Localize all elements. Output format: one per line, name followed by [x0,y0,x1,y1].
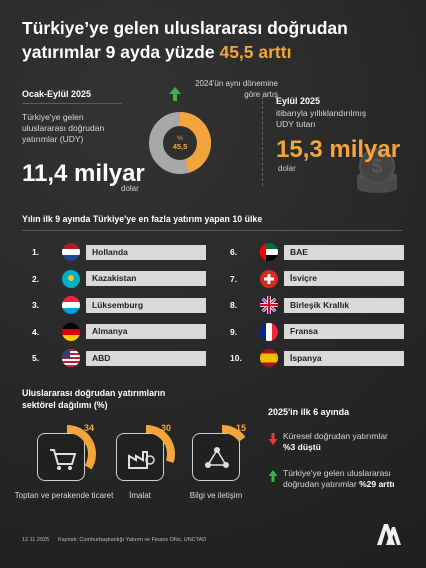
down-arrow-icon [268,432,278,451]
aa-logo [376,522,402,551]
donut-value-label: 45,5 [173,142,188,151]
svg-text:$: $ [371,156,382,178]
global-item-2: Türkiye'ye gelen uluslararası doğrudan y… [283,468,398,490]
donut-pct-label: % [177,135,183,142]
sector-arc-3 [221,425,246,442]
country-row-5: 5. ABD [32,349,206,367]
country-row-7: 7. İsviçre [230,269,404,288]
country-rank: 5. [32,353,40,363]
increase-note: 2024'ün aynı dönemine göre artış [195,79,278,99]
france-flag-icon [260,322,278,341]
sector-name-1: Toptan ve perakende ticaret [14,491,114,500]
country-rank: 10. [230,353,242,363]
sector-icon-box-2 [116,433,164,481]
global-item-2-text: Türkiye'ye gelen uluslararası doğrudan y… [283,468,391,489]
uk-flag-icon [260,296,278,314]
right-unit: dolar [278,164,296,173]
sector-icon-box-1 [37,433,85,481]
country-name: Lüksemburg [86,297,206,313]
usa-flag-icon [62,349,80,367]
country-row-3: 3. Lüksemburg [32,296,206,314]
uae-flag-icon [260,243,278,261]
global-item-1-text: Küresel doğrudan yatırımlar [283,431,388,441]
countries-left-column: 1. Hollanda 2. Kazakistan 3. Lüksemburg … [32,243,206,367]
left-divider [22,103,122,104]
sector-arc-2 [145,425,175,463]
country-row-10: 10. İspanya [230,349,404,367]
germany-flag-icon [62,322,80,341]
country-row-6: 6. BAE [230,243,404,261]
sector-value-1: 34 [84,423,95,433]
countries-divider [22,230,402,231]
up-arrow-icon [168,86,182,107]
country-name: Hollanda [86,244,206,260]
footer-source: Kaynak: Cumhurbaşkanlığı Yatırım ve Fina… [58,537,207,543]
country-rank: 7. [230,273,238,284]
country-rank: 3. [32,300,40,310]
country-rank: 8. [230,300,238,310]
country-rank: 9. [230,326,238,337]
sector-donut-3 [221,425,246,442]
sector-donut-2 [145,425,175,463]
left-unit: dolar [121,184,139,193]
donut-value-arc [179,112,211,173]
country-rank: 2. [32,273,40,284]
right-description: itibarıyla yıllıklandırılmış UDY tutarı [276,108,367,129]
shopping-cart-icon [50,449,77,470]
donut-hole [164,127,196,159]
country-row-8: 8. Birleşik Krallık [230,296,404,314]
countries-title: Yılın ilk 9 ayında Türkiye'ye en fazla y… [22,214,263,224]
country-name: Birleşik Krallık [284,297,404,313]
left-description: Türkiye'ye gelen uluslararası doğrudan y… [22,112,105,144]
block-divider [262,96,263,186]
countries-right-column: 6. BAE 7. İsviçre 8. Birleşik Krallık 9.… [230,243,404,367]
country-name: ABD [86,350,206,366]
switzerland-flag-icon [260,269,278,288]
up-arrow-small-icon [268,469,278,488]
sector-value-2: 30 [161,423,172,433]
increase-donut-chart: % 45,5 [149,112,211,174]
left-period-label: Ocak-Eylül 2025 [22,89,92,99]
sector-icon-box-3 [192,433,240,481]
global-item-2-bold: %29 arttı [359,479,395,489]
country-row-2: 2. Kazakistan [32,269,206,288]
country-name: Almanya [86,324,206,339]
sector-name-3: Bilgi ve iletişim [189,491,243,500]
right-value: 15,3 milyar [276,136,401,163]
sector-arc-1 [66,425,96,470]
kazakhstan-flag-icon [62,269,80,288]
sector-donut-1 [66,425,96,470]
netherlands-flag-icon [62,243,80,261]
country-rank: 4. [32,326,40,337]
right-period-label: Eylül 2025 [276,96,321,106]
spain-flag-icon [260,349,278,367]
sector-name-2: İmalat [129,491,151,500]
factory-icon [128,451,155,469]
global-title: 2025'in ilk 6 ayında [268,407,350,417]
coin-icon: $ [352,146,402,201]
country-name: İsviçre [284,271,404,286]
country-row-4: 4. Almanya [32,322,206,341]
luxembourg-flag-icon [62,296,80,314]
title-line-2-text: yatırımlar 9 ayda yüzde [22,42,220,62]
country-name: BAE [284,244,404,260]
title-line-2: yatırımlar 9 ayda yüzde 45,5 arttı [22,40,402,64]
global-item-1: Küresel doğrudan yatırımlar %3 düştü [283,431,408,453]
left-value: 11,4 milyar [22,160,145,187]
network-icon [205,447,229,468]
country-name: İspanya [284,350,404,366]
footer-date: 12.11.2025 [22,537,50,543]
sector-value-3: 15 [236,423,247,433]
country-row-9: 9. Fransa [230,322,404,341]
page-title: Türkiye’ye gelen uluslararası doğrudan y… [22,16,402,64]
title-highlight: 45,5 arttı [219,42,292,62]
global-item-1-bold: %3 düştü [283,442,321,452]
country-name: Kazakistan [86,271,206,286]
country-rank: 6. [230,247,238,257]
title-line-1: Türkiye’ye gelen uluslararası doğrudan [22,18,348,38]
country-row-1: 1. Hollanda [32,243,206,261]
country-name: Fransa [284,324,404,339]
country-rank: 1. [32,247,40,257]
sector-title: Uluslararası doğrudan yatırımların sektö… [22,388,166,410]
